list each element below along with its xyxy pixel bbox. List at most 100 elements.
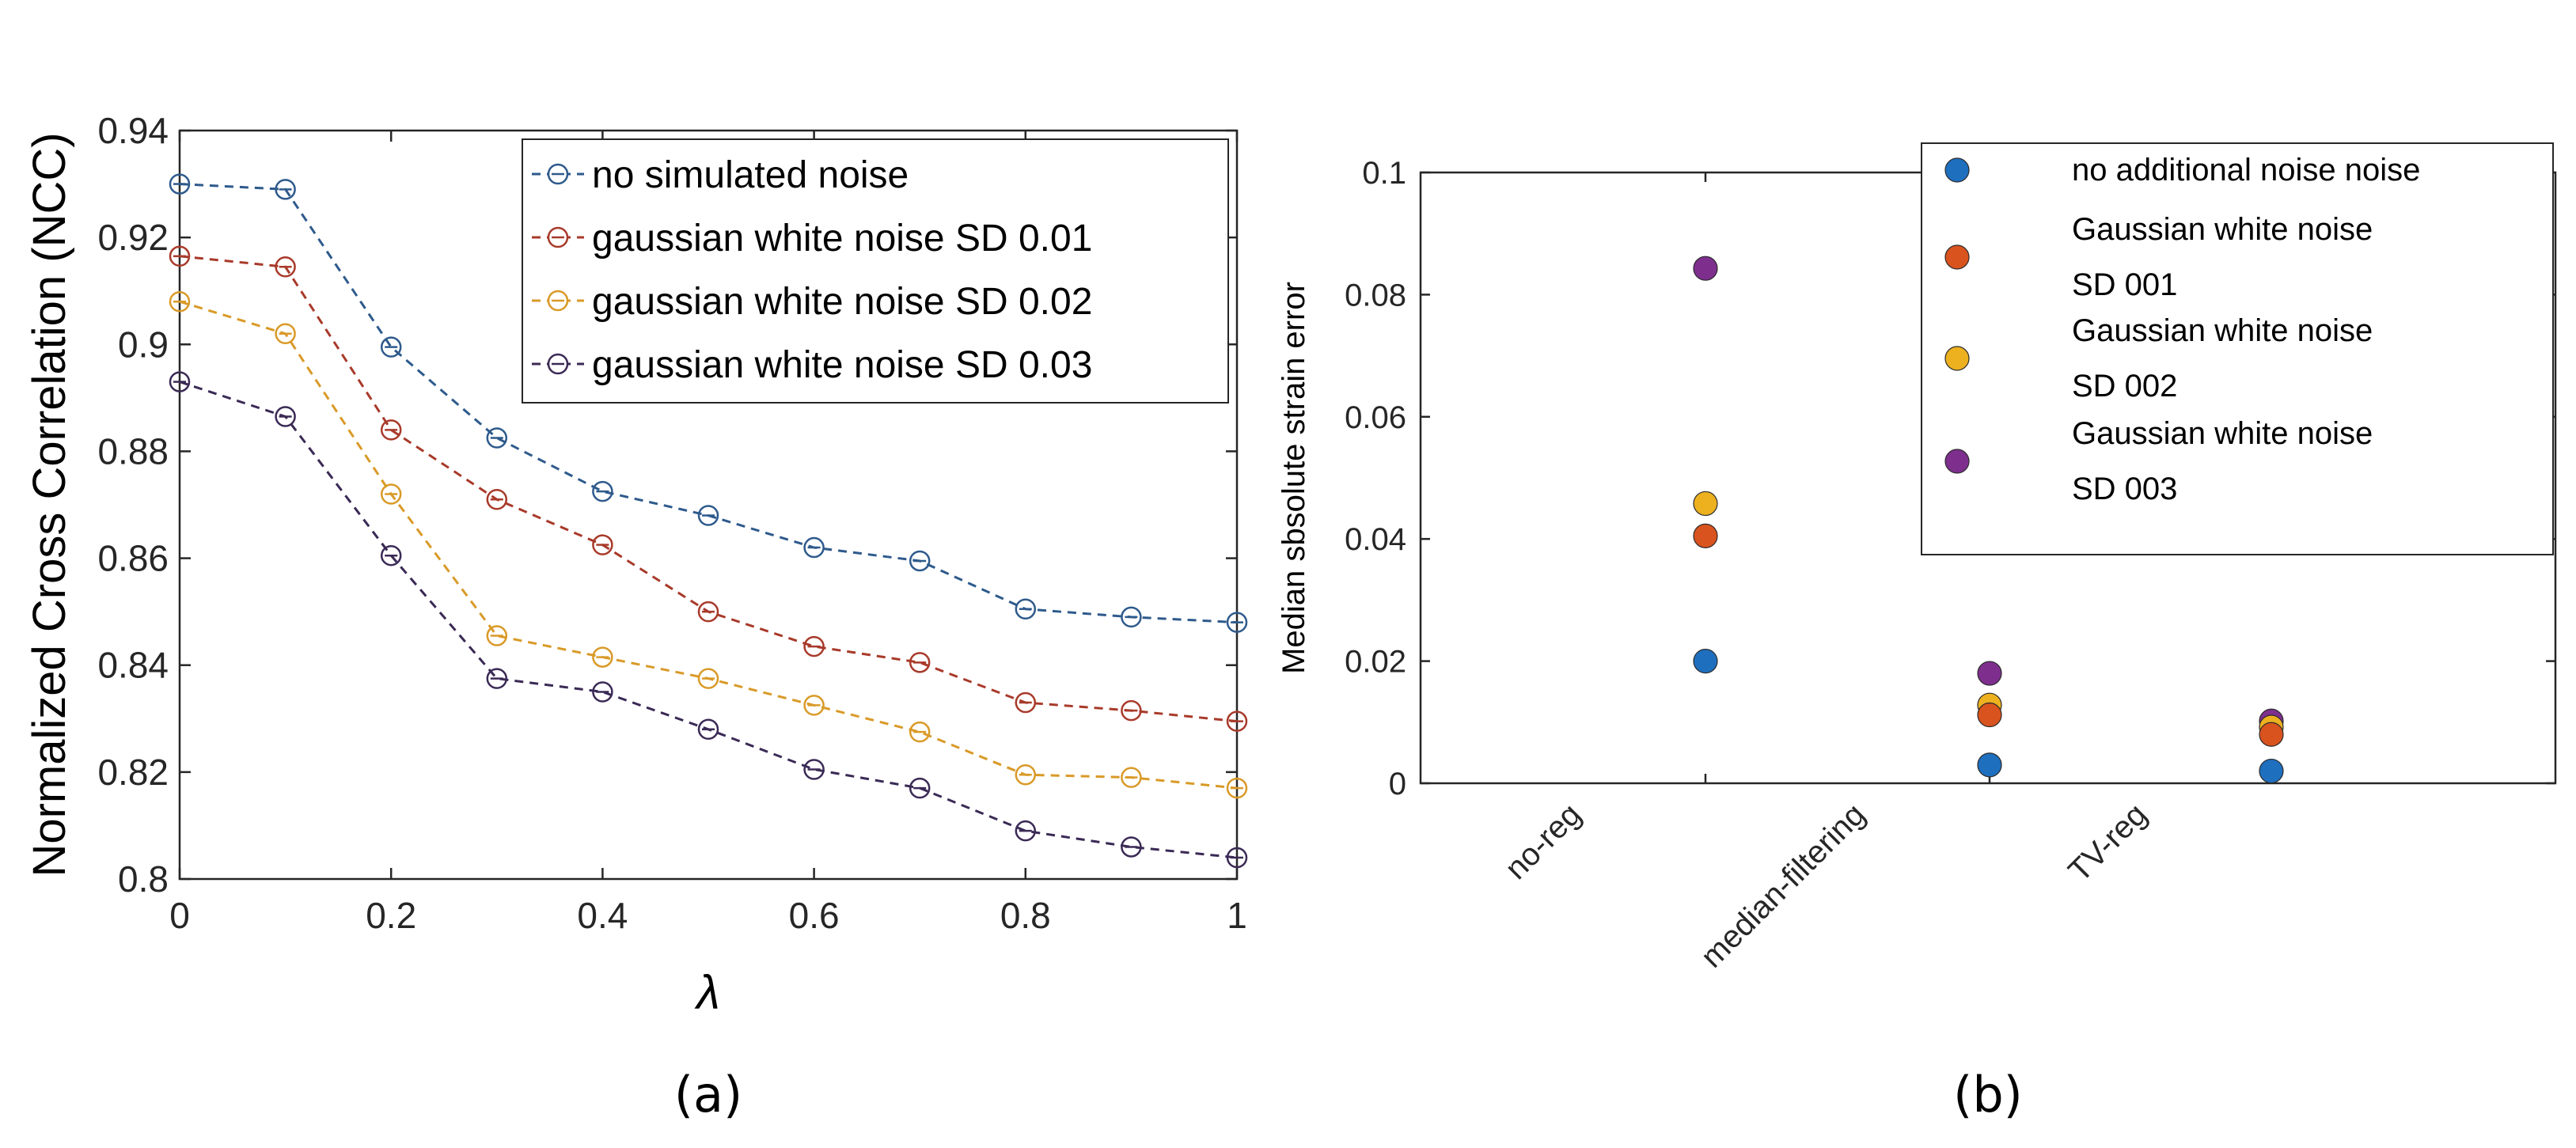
x-tick-label: 0.2 (366, 895, 416, 936)
data-point (803, 695, 825, 716)
data-point (275, 256, 296, 278)
series-3 (169, 290, 1248, 799)
legend-entry: gaussian white noise SD 0.03 (592, 344, 1092, 386)
y-tick-label: 0.02 (1345, 645, 1406, 680)
data-point (697, 601, 719, 623)
x-tick-label: 0.4 (577, 895, 628, 936)
data-point (1977, 661, 2002, 686)
y-tick-label: 0.82 (97, 752, 169, 793)
panel-b: 0 0.02 0.04 0.06 0.08 0.1 no-reg median-filteri… (1277, 142, 2557, 1123)
data-point (803, 536, 825, 559)
data-point (1121, 767, 1142, 788)
data-point (380, 544, 402, 566)
data-point (1226, 847, 1248, 869)
data-point (380, 483, 402, 505)
legend-entry: Gaussian white noise (2072, 313, 2373, 348)
data-point (909, 721, 931, 743)
y-tick-label: 0.08 (1345, 278, 1406, 313)
data-point (380, 419, 402, 441)
data-point (486, 668, 508, 689)
y-tick-label: 0.04 (1345, 522, 1406, 557)
legend-marker (1944, 346, 1970, 371)
legend-entry: gaussian white noise SD 0.01 (592, 218, 1092, 260)
data-point (592, 646, 613, 668)
data-point (592, 681, 613, 703)
legend-a: no simulated noise gaussian white noise S… (522, 138, 1229, 404)
y-tick-label: 0.8 (118, 858, 169, 900)
y-tick-label: 0 (1389, 767, 1406, 801)
data-point (592, 534, 613, 555)
legend-marker (1944, 157, 1970, 183)
y-tick-label: 0.86 (97, 538, 169, 579)
data-point (1693, 523, 1718, 548)
y-axis-label-a: Normalized Cross Correlation (NCC) (24, 132, 75, 877)
legend-entry: gaussian white noise SD 0.02 (592, 281, 1092, 323)
x-tick-label: 0.6 (789, 895, 840, 936)
legend-box-b (1921, 142, 2554, 555)
data-point (275, 179, 296, 200)
data-point (1693, 648, 1718, 674)
data-point (380, 336, 402, 358)
data-point (909, 777, 931, 799)
data-point (803, 759, 825, 780)
panel-a: 0 0.2 0.4 0.6 0.8 1 0.8 0.82 0.84 0.86 0.88 0.9 0.92… (24, 110, 1248, 1123)
data-point (1015, 763, 1037, 786)
legend-entry: Gaussian white noise (2072, 416, 2373, 451)
data-point (1226, 710, 1248, 732)
data-point (697, 718, 719, 741)
data-point (1226, 612, 1248, 633)
y-tick-label: 0.1 (1362, 156, 1406, 191)
data-point (909, 550, 931, 572)
data-point (169, 371, 191, 392)
data-point (1121, 699, 1142, 722)
data-point (1693, 491, 1718, 517)
y-tick-label: 0.84 (97, 645, 169, 686)
data-point (697, 668, 719, 689)
data-point (275, 323, 296, 345)
x-tick-label: median-filtering (1694, 797, 1872, 974)
series-2 (1693, 523, 2284, 747)
series-1 (1693, 648, 2284, 784)
x-tick-label: 0.8 (1000, 895, 1051, 936)
legend-marker (1944, 244, 1970, 270)
legend-entry: SD 002 (2072, 369, 2177, 404)
x-tick-label: 1 (1227, 895, 1247, 936)
legend-entry: no simulated noise (592, 154, 909, 196)
legend-entry: SD 003 (2072, 472, 2177, 506)
data-point (803, 635, 825, 657)
legend-entry: SD 001 (2072, 267, 2177, 302)
data-point (486, 625, 508, 646)
data-point (1015, 691, 1037, 714)
data-point (1121, 836, 1142, 858)
series-4 (169, 371, 1248, 869)
legend-b: no additional noise noise Gaussian white … (1921, 142, 2554, 555)
x-axis-label-a: λ (694, 966, 720, 1019)
data-point (1226, 777, 1248, 799)
data-point (1977, 752, 2002, 778)
data-point (2259, 758, 2284, 784)
legend-entry: Gaussian white noise (2072, 212, 2373, 247)
data-point (1015, 820, 1037, 842)
x-tick-label: 0 (169, 895, 190, 936)
panel-label-b: (b) (1953, 1066, 2023, 1123)
data-point (1693, 256, 1718, 281)
legend-entry: no additional noise noise (2072, 153, 2420, 188)
data-point (697, 505, 719, 526)
data-point (1121, 606, 1142, 628)
legend-marker (1944, 449, 1970, 474)
data-point (1015, 598, 1037, 620)
data-point (486, 427, 508, 449)
y-tick-label: 0.88 (97, 430, 169, 472)
legend-box-a (522, 138, 1229, 404)
data-point (909, 652, 931, 673)
panel-label-a: (a) (674, 1066, 742, 1123)
y-tick-label: 0.9 (118, 324, 169, 365)
series-2 (169, 245, 1248, 732)
series-1 (169, 173, 1248, 633)
data-point (169, 245, 191, 267)
data-point (592, 480, 613, 502)
x-tick-label: no-reg (1498, 797, 1588, 886)
data-point (486, 488, 508, 510)
data-point (2259, 722, 2284, 747)
